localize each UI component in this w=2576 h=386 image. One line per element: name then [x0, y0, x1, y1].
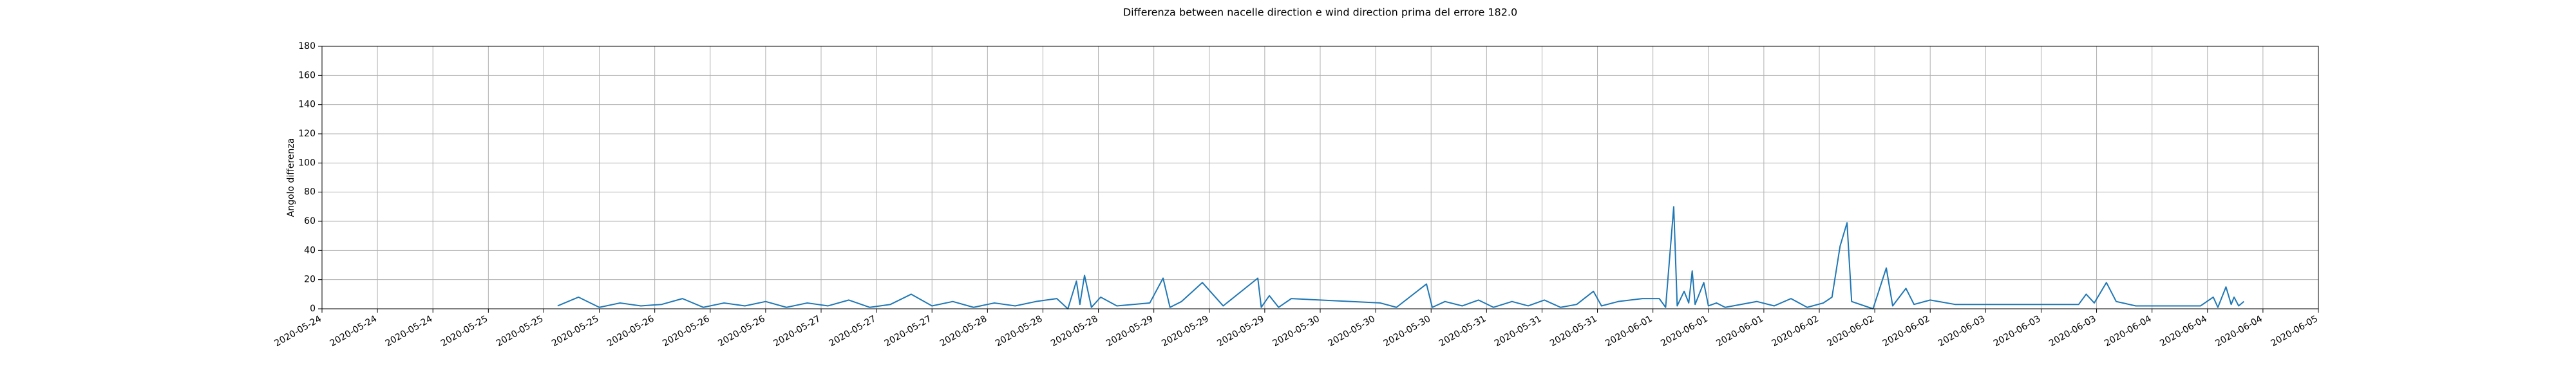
x-tick-label: 2020-05-28: [938, 314, 989, 349]
x-tick-label: 2020-05-25: [495, 314, 545, 349]
data-line: [557, 206, 2244, 309]
x-tick-label: 2020-05-27: [883, 314, 933, 349]
y-tick-label: 80: [304, 187, 316, 198]
x-tick-label: 2020-05-30: [1327, 314, 1377, 349]
x-tick-label: 2020-05-30: [1271, 314, 1321, 349]
plot-frame: [321, 46, 2319, 309]
x-tick-label: 2020-06-04: [2103, 314, 2154, 349]
x-tick-label: 2020-06-01: [1714, 314, 1765, 349]
x-tick-label: 2020-06-01: [1659, 314, 1709, 349]
y-tick-label: 100: [298, 158, 316, 168]
x-tick-label: 2020-05-26: [661, 314, 712, 349]
x-tick-label: 2020-06-01: [1604, 314, 1654, 349]
y-axis-label: Angolo differenza: [286, 138, 296, 217]
x-tick-label: 2020-06-05: [2269, 314, 2320, 349]
x-tick-label: 2020-05-29: [1160, 314, 1210, 349]
x-tick-label: 2020-05-26: [605, 314, 656, 349]
x-tick-label: 2020-05-24: [273, 314, 324, 349]
x-tick-label: 2020-05-29: [1215, 314, 1265, 349]
x-tick-label: 2020-05-27: [772, 314, 822, 349]
x-tick-label: 2020-06-04: [2158, 314, 2209, 349]
x-tick-label: 2020-05-28: [1049, 314, 1099, 349]
chart-title: Differenza between nacelle direction e w…: [1123, 6, 1517, 19]
y-tick-label: 60: [304, 216, 316, 226]
x-tick-label: 2020-06-02: [1826, 314, 1876, 349]
x-tick-label: 2020-05-27: [828, 314, 878, 349]
x-tick-label: 2020-05-31: [1548, 314, 1598, 349]
y-tick-label: 40: [304, 245, 316, 255]
x-tick-label: 2020-05-31: [1493, 314, 1543, 349]
y-tick-label: 20: [304, 275, 316, 285]
x-tick-label: 2020-06-02: [1770, 314, 1821, 349]
x-tick-label: 2020-05-26: [716, 314, 767, 349]
x-tick-label: 2020-06-04: [2213, 314, 2264, 349]
x-tick-label: 2020-05-24: [328, 314, 379, 349]
x-tick-label: 2020-05-24: [384, 314, 435, 349]
x-tick-label: 2020-05-31: [1437, 314, 1488, 349]
y-tick-label: 0: [310, 304, 316, 314]
x-tick-label: 2020-06-02: [1881, 314, 1931, 349]
x-tick-label: 2020-06-03: [2047, 314, 2098, 349]
x-tick-label: 2020-05-25: [550, 314, 600, 349]
x-tick-label: 2020-05-30: [1382, 314, 1432, 349]
x-tick-label: 2020-06-03: [1992, 314, 2042, 349]
y-tick-label: 160: [298, 70, 316, 80]
y-tick-label: 140: [298, 100, 316, 110]
x-tick-label: 2020-05-25: [439, 314, 489, 349]
y-tick-label: 120: [298, 129, 316, 139]
x-tick-label: 2020-06-03: [1937, 314, 1987, 349]
y-tick-label: 180: [298, 41, 316, 51]
x-tick-label: 2020-05-29: [1104, 314, 1155, 349]
x-tick-label: 2020-05-28: [994, 314, 1044, 349]
